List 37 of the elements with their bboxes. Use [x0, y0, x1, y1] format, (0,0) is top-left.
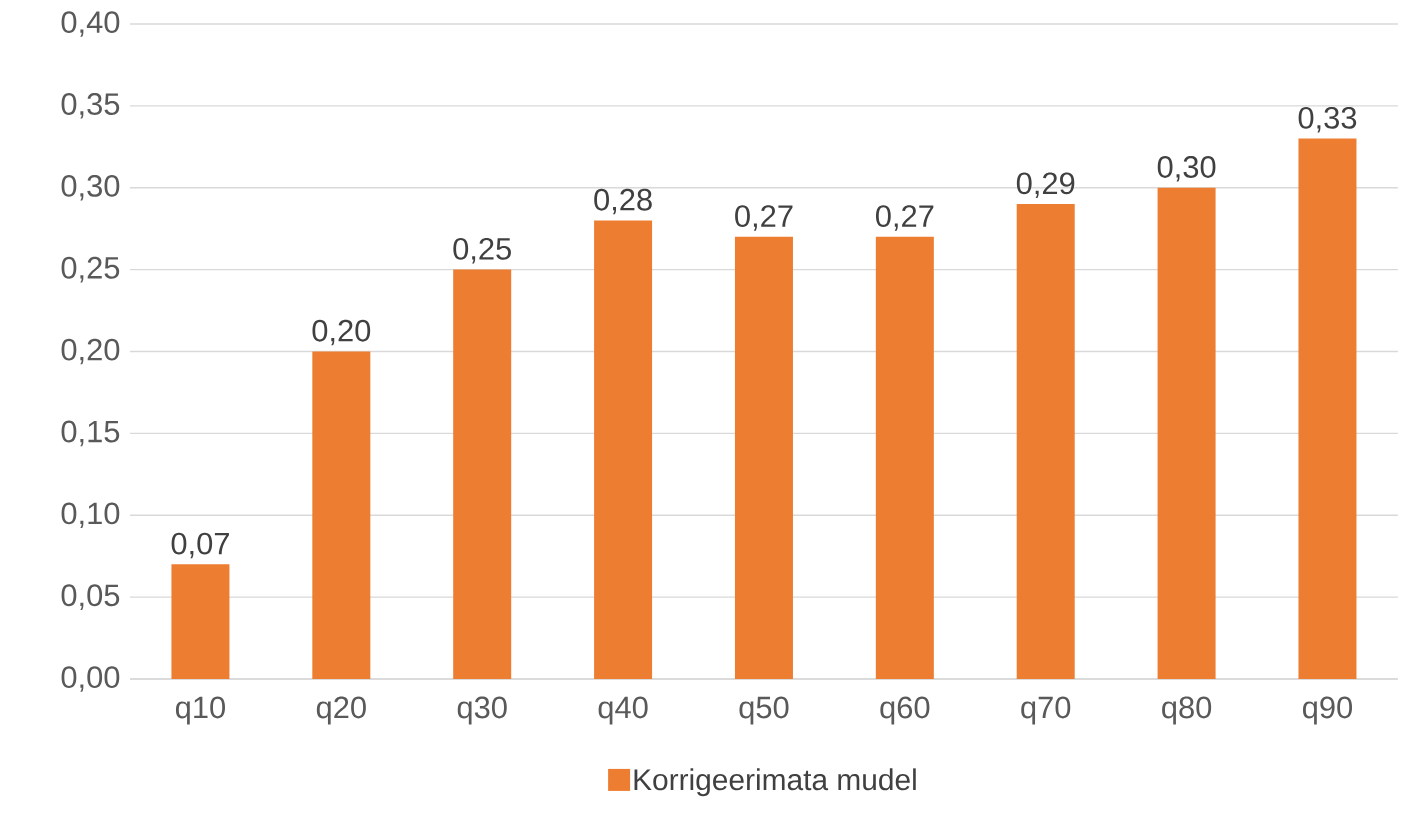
- y-tick-label: 0,30: [61, 174, 120, 201]
- data-label: 0,27: [875, 205, 934, 231]
- bar: [171, 564, 230, 679]
- bar: [312, 351, 371, 679]
- data-label: 0,20: [312, 319, 371, 346]
- x-tick-label: q50: [739, 696, 789, 725]
- x-tick-label: q30: [457, 696, 507, 725]
- y-tick-label: 0,00: [61, 666, 120, 692]
- data-label: 0,33: [1298, 106, 1357, 133]
- bar: [734, 236, 793, 679]
- y-tick-label: 0,05: [61, 584, 120, 610]
- x-tick-label: q60: [880, 696, 930, 725]
- bar: [1298, 138, 1357, 679]
- x-tick-label: q80: [1162, 696, 1212, 725]
- x-tick-label: q40: [598, 696, 648, 725]
- bar: [453, 269, 512, 679]
- data-label: 0,28: [594, 188, 652, 215]
- x-tick-label: q20: [316, 696, 366, 725]
- y-tick-label: 0,25: [61, 256, 120, 283]
- bar: [594, 220, 653, 679]
- data-label: 0,29: [1016, 172, 1075, 198]
- data-label: 0,27: [735, 205, 793, 231]
- y-tick-label: 0,20: [61, 338, 120, 365]
- y-tick-label: 0,15: [61, 420, 120, 447]
- data-label: 0,25: [453, 237, 511, 264]
- bar: [1157, 187, 1216, 679]
- y-tick-label: 0,10: [61, 502, 120, 529]
- y-tick-label: 0,40: [61, 11, 120, 37]
- legend-label: Korrigeerimata mudel: [634, 768, 916, 797]
- x-tick-label: q90: [1303, 696, 1353, 725]
- bar: [1016, 204, 1075, 679]
- x-tick-label: q70: [1021, 696, 1071, 725]
- data-label: 0,30: [1157, 156, 1216, 182]
- data-label: 0,07: [171, 532, 229, 559]
- bar: [875, 236, 934, 679]
- y-tick-label: 0,35: [61, 93, 120, 119]
- x-tick-label: q10: [175, 696, 225, 725]
